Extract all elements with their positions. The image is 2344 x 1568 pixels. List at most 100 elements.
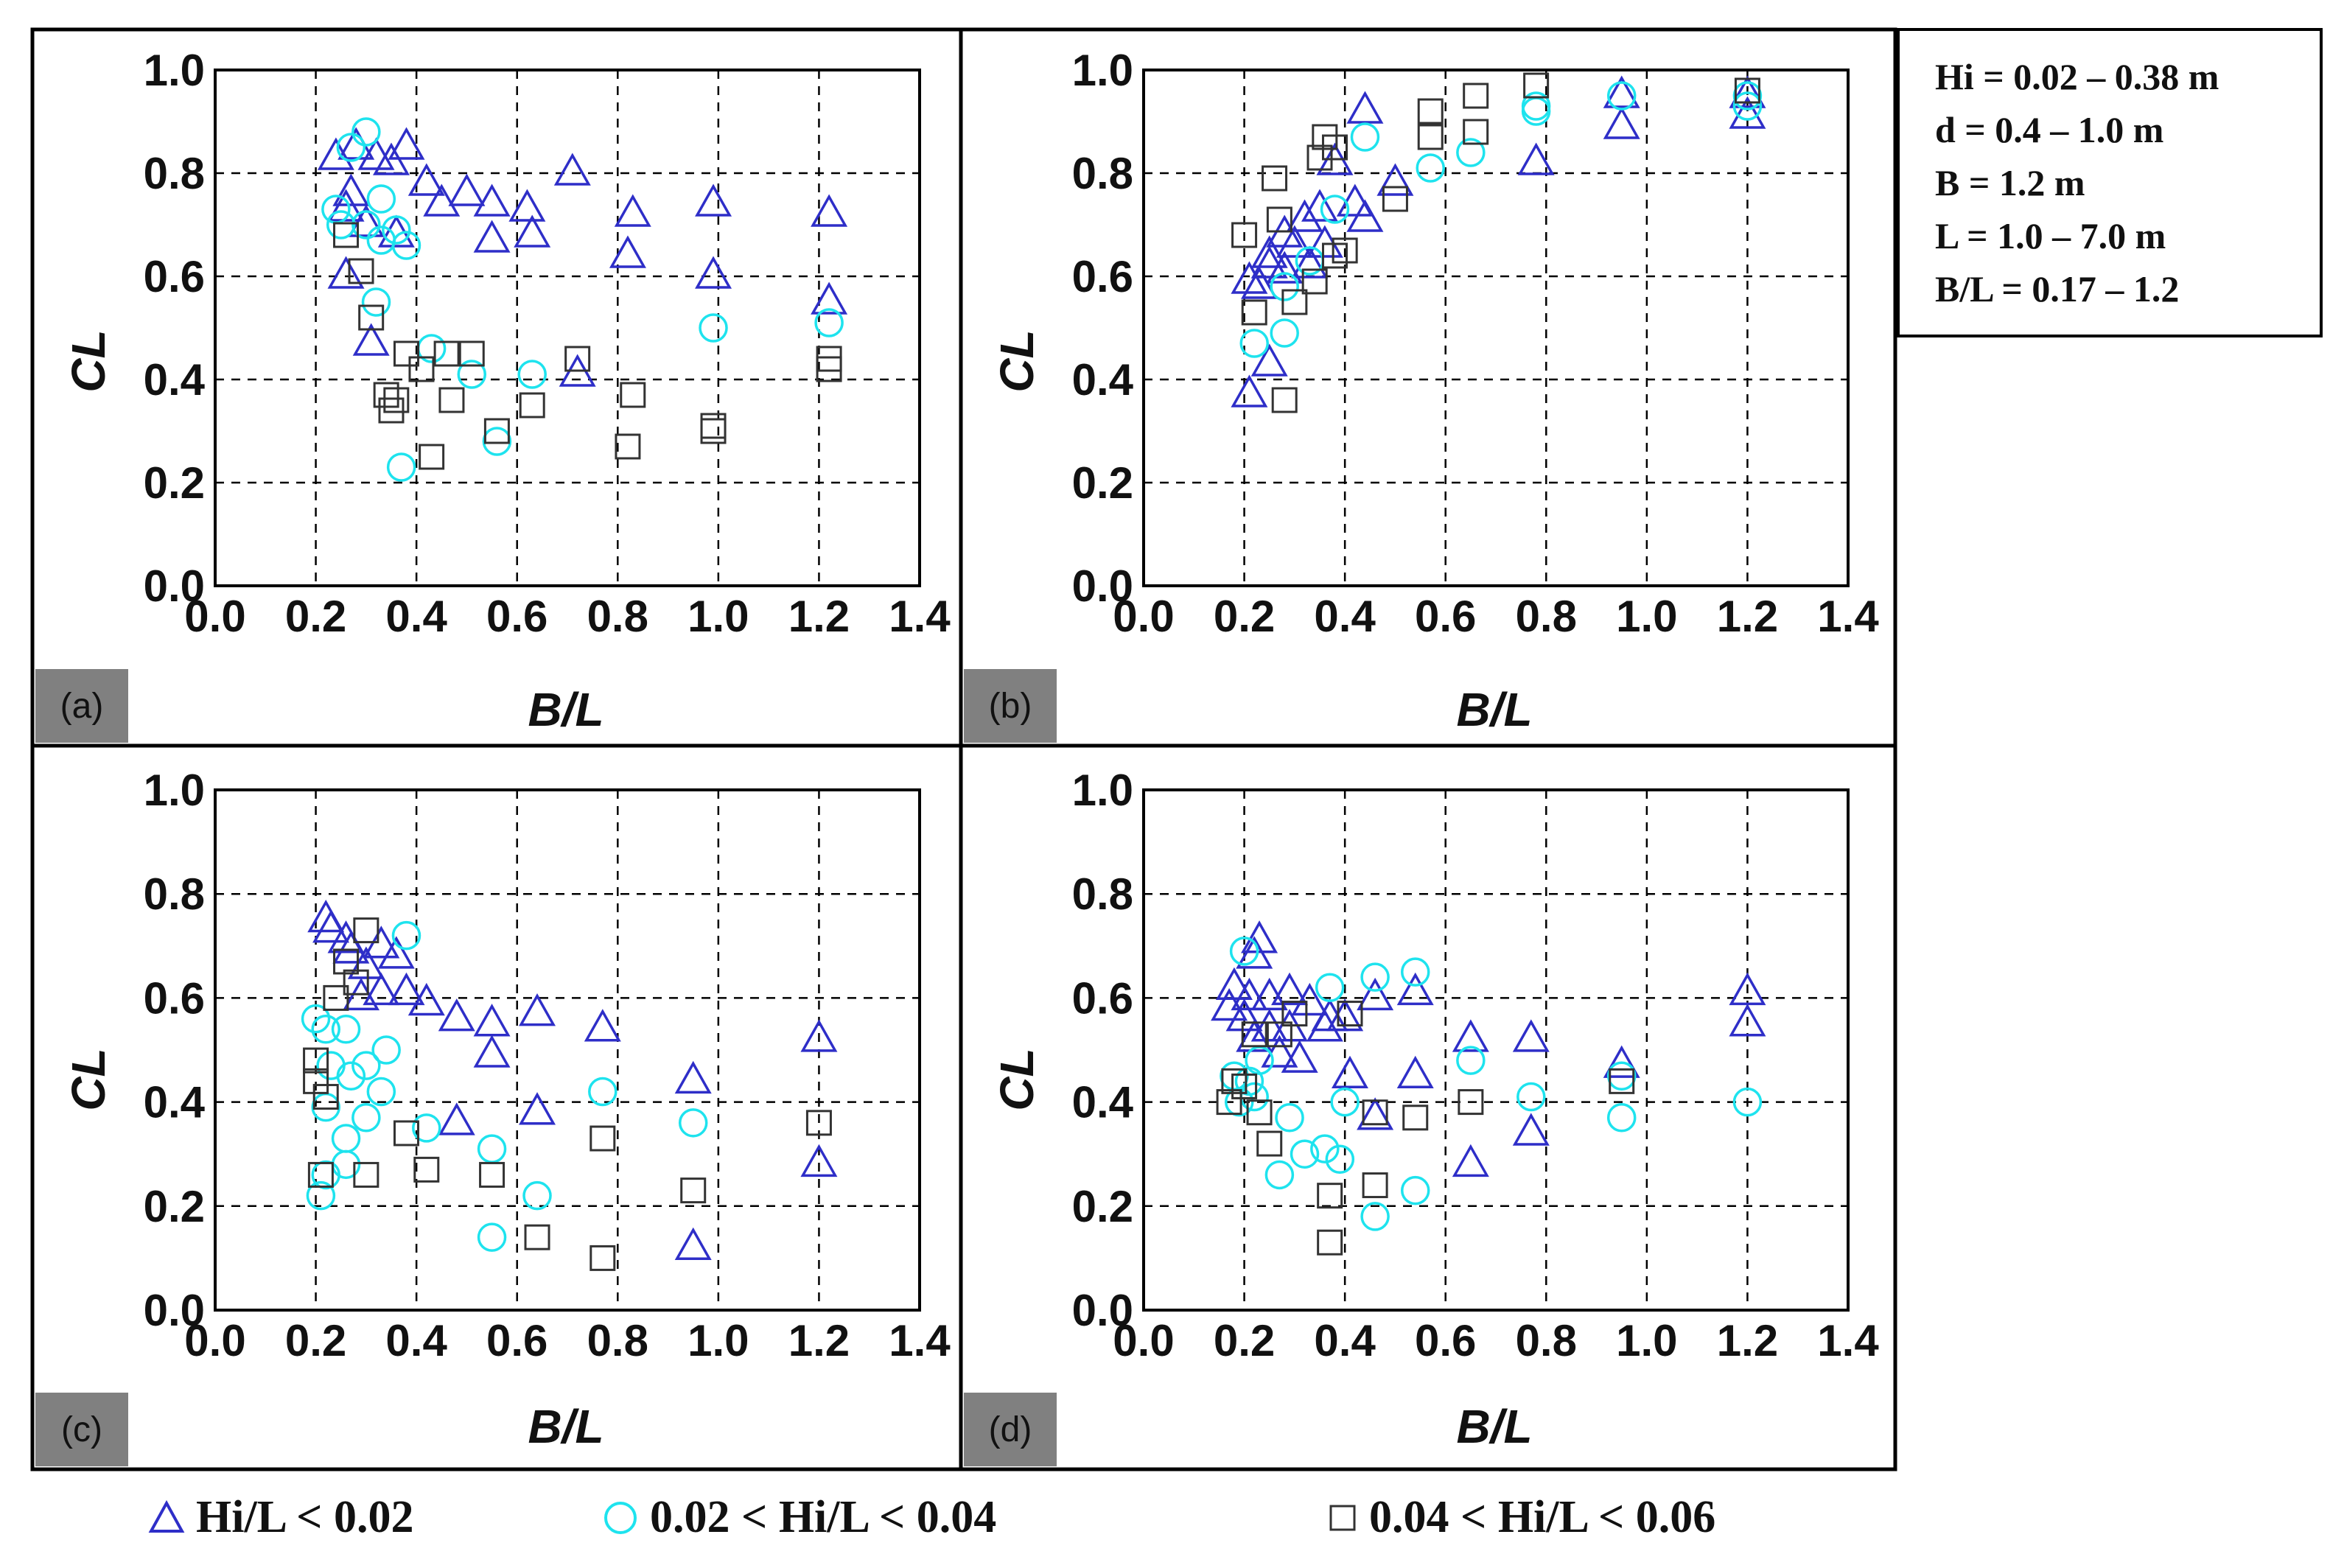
data-point-triangle: [357, 137, 395, 170]
data-point-circle: [1229, 937, 1259, 966]
data-point-circle: [331, 1124, 361, 1153]
x-tick-label: 1.4: [1817, 1316, 1879, 1365]
x-axis-label-b: B/L: [1456, 683, 1532, 736]
data-point-square: [438, 387, 465, 413]
data-point-square: [1337, 1001, 1363, 1027]
data-point-square: [1301, 268, 1328, 295]
data-point-square: [1312, 124, 1338, 150]
data-point-square: [358, 304, 385, 331]
data-point-square: [590, 1125, 616, 1152]
data-point-circle: [1315, 973, 1345, 1003]
data-point-circle: [1350, 122, 1380, 152]
data-point-triangle: [1512, 1019, 1550, 1052]
x-tick-label: 0.6: [1415, 592, 1476, 641]
legend-label: 0.04 < Hi/L < 0.06: [1369, 1492, 1716, 1542]
data-point-triangle: [1376, 163, 1414, 196]
data-point-circle: [366, 225, 396, 255]
data-point-triangle: [584, 1009, 621, 1042]
data-point-circle: [366, 184, 396, 214]
data-point-square: [1362, 1099, 1388, 1126]
y-axis-label-b: CL: [990, 329, 1043, 392]
data-point-square: [303, 1068, 329, 1094]
data-point-circle: [1456, 138, 1486, 167]
data-point-triangle: [695, 183, 732, 217]
data-point-circle: [1732, 1087, 1763, 1117]
data-point-square: [348, 258, 374, 284]
y-tick-label: 0.0: [1072, 561, 1133, 611]
data-point-triangle: [1266, 251, 1304, 284]
data-point-circle: [1606, 1103, 1637, 1133]
data-point-triangle: [1241, 920, 1278, 953]
data-point-triangle: [407, 163, 445, 196]
data-point-circle: [1732, 91, 1763, 121]
plot-area: [1142, 788, 1850, 1312]
data-point-triangle: [519, 993, 556, 1026]
data-point-triangle: [514, 214, 551, 248]
data-point-triangle: [1250, 343, 1288, 377]
data-point-square: [323, 984, 349, 1011]
x-tick-label: 0.4: [385, 592, 447, 641]
x-tick-label: 0.8: [587, 592, 648, 641]
data-point-circle: [457, 360, 487, 389]
data-point-circle: [1456, 1046, 1486, 1075]
legend-label: 0.02 < Hi/L < 0.04: [650, 1492, 997, 1542]
data-point-triangle: [614, 194, 651, 227]
data-point-triangle: [1306, 1009, 1343, 1042]
data-point-circle: [361, 287, 391, 317]
data-point-square: [615, 433, 641, 460]
x-tick-label: 0.2: [285, 1316, 346, 1365]
y-tick-label: 0.4: [144, 1078, 206, 1127]
x-tick-label: 0.8: [1516, 1316, 1577, 1365]
data-point-square: [564, 346, 591, 372]
data-point-triangle: [1301, 189, 1338, 222]
x-tick-label: 1.2: [1717, 592, 1778, 641]
data-point-circle: [477, 1134, 507, 1163]
data-point-circle: [517, 360, 547, 389]
data-point-triangle: [327, 256, 365, 289]
param-line: d = 0.4 – 1.0 m: [1935, 109, 2164, 150]
data-point-triangle: [800, 1019, 838, 1052]
data-point-square: [519, 392, 545, 419]
data-point-square: [1382, 186, 1408, 212]
data-point-triangle: [519, 1092, 556, 1125]
data-point-triangle: [1396, 1055, 1434, 1089]
triangle-marker-icon: [148, 1499, 185, 1533]
data-point-triangle: [553, 153, 591, 186]
data-point-square: [1231, 222, 1258, 248]
data-point-square: [1321, 134, 1348, 161]
data-point-triangle: [1452, 1019, 1489, 1052]
data-point-triangle: [1236, 936, 1273, 969]
x-tick-label: 0.8: [587, 1316, 648, 1365]
y-tick-label: 0.6: [144, 252, 205, 301]
data-point-circle: [366, 1077, 396, 1107]
data-point-square: [1221, 1068, 1248, 1094]
data-point-circle: [311, 1092, 340, 1122]
data-point-circle: [1416, 153, 1445, 183]
y-tick-label: 0.4: [144, 355, 206, 405]
data-point-circle: [351, 210, 381, 239]
data-point-square: [1266, 1021, 1292, 1048]
data-point-circle: [1224, 1087, 1254, 1117]
panel-tag-a: (a): [35, 669, 128, 743]
data-point-triangle: [1231, 374, 1268, 407]
param-line: Hi = 0.02 – 0.38 m: [1935, 56, 2219, 97]
data-point-circle: [1606, 1061, 1637, 1091]
data-point-triangle: [1250, 235, 1288, 268]
data-point-triangle: [473, 1004, 511, 1037]
data-point-triangle: [1512, 1113, 1550, 1146]
data-point-square: [1609, 1068, 1635, 1094]
data-point-square: [1417, 124, 1444, 150]
data-point-triangle: [1250, 1009, 1288, 1042]
data-point-triangle: [1271, 972, 1309, 1006]
data-point-triangle: [1326, 998, 1364, 1032]
data-point-circle: [1220, 1061, 1249, 1091]
data-point-circle: [336, 1061, 366, 1091]
x-tick-label: 0.2: [285, 592, 346, 641]
data-point-circle: [1310, 1134, 1340, 1163]
data-point-triangle: [423, 183, 461, 217]
data-point-square: [1266, 206, 1292, 233]
x-tick-label: 0.2: [1214, 1316, 1275, 1365]
data-point-square: [1262, 165, 1288, 192]
parameter-box: Hi = 0.02 – 0.38 m d = 0.4 – 1.0 m B = 1…: [1897, 28, 2323, 337]
data-point-square: [700, 418, 727, 444]
